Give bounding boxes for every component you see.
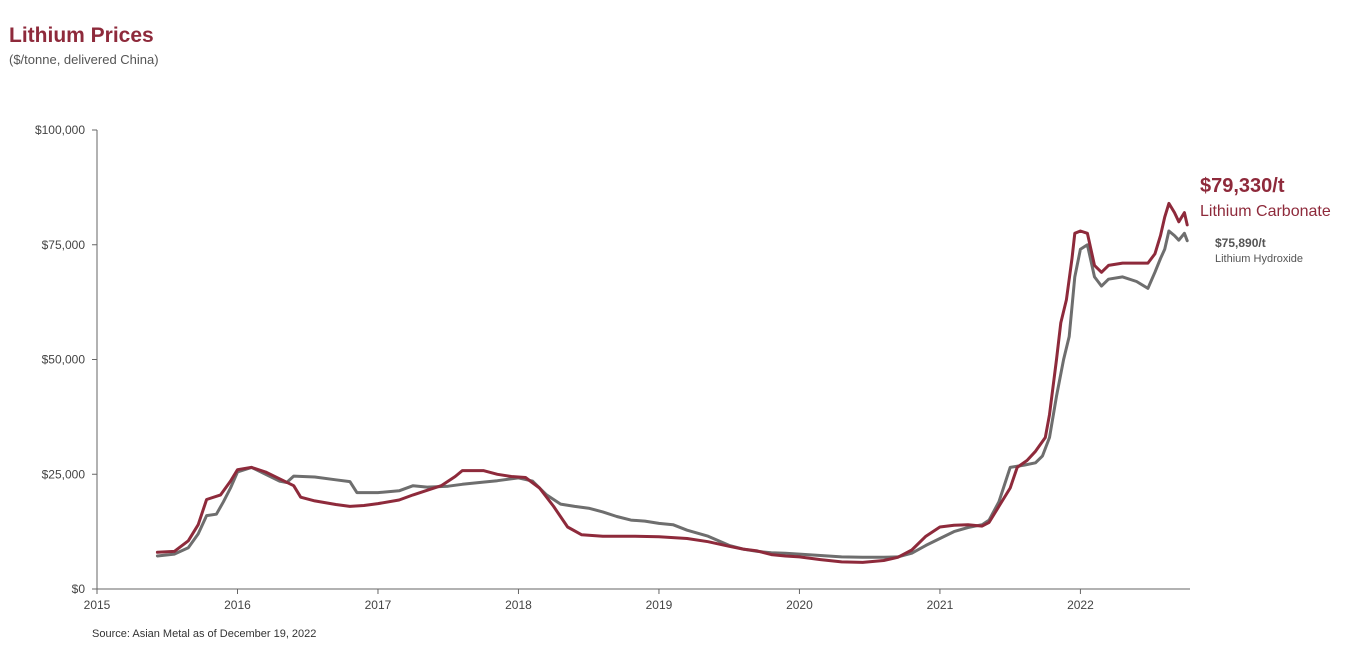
x-tick-label: 2019 [646,598,673,612]
series-line-lithium-hydroxide [155,229,1189,559]
x-tick-label: 2018 [505,598,532,612]
x-axis: 2015 2016 2017 2018 2019 2020 2021 2022 [84,588,1190,612]
hydroxide-price-annotation: $75,890/t [1215,236,1266,250]
x-tick-label: 2020 [786,598,813,612]
hydroxide-series-label: Lithium Hydroxide [1215,253,1304,265]
y-tick-label: $100,000 [35,123,85,137]
y-tick-label: $0 [72,582,86,596]
chart-title: Lithium Prices [9,24,154,47]
y-tick-label: $75,000 [42,238,86,252]
carbonate-series-label: Lithium Carbonate [1200,203,1331,220]
chart-subtitle: ($/tonne, delivered China) [9,52,159,67]
series-layer [155,201,1189,564]
y-tick-label: $25,000 [42,467,86,481]
y-axis: $0 $25,000 $50,000 $75,000 $100,000 [35,123,98,596]
x-tick-label: 2017 [365,598,392,612]
source-note: Source: Asian Metal as of December 19, 2… [92,628,317,640]
x-tick-label: 2022 [1067,598,1094,612]
x-tick-label: 2021 [927,598,954,612]
carbonate-price-annotation: $79,330/t [1200,175,1285,197]
x-tick-label: 2015 [84,598,111,612]
series-line-lithium-carbonate [155,201,1189,564]
y-tick-label: $50,000 [42,353,86,367]
x-tick-label: 2016 [224,598,251,612]
